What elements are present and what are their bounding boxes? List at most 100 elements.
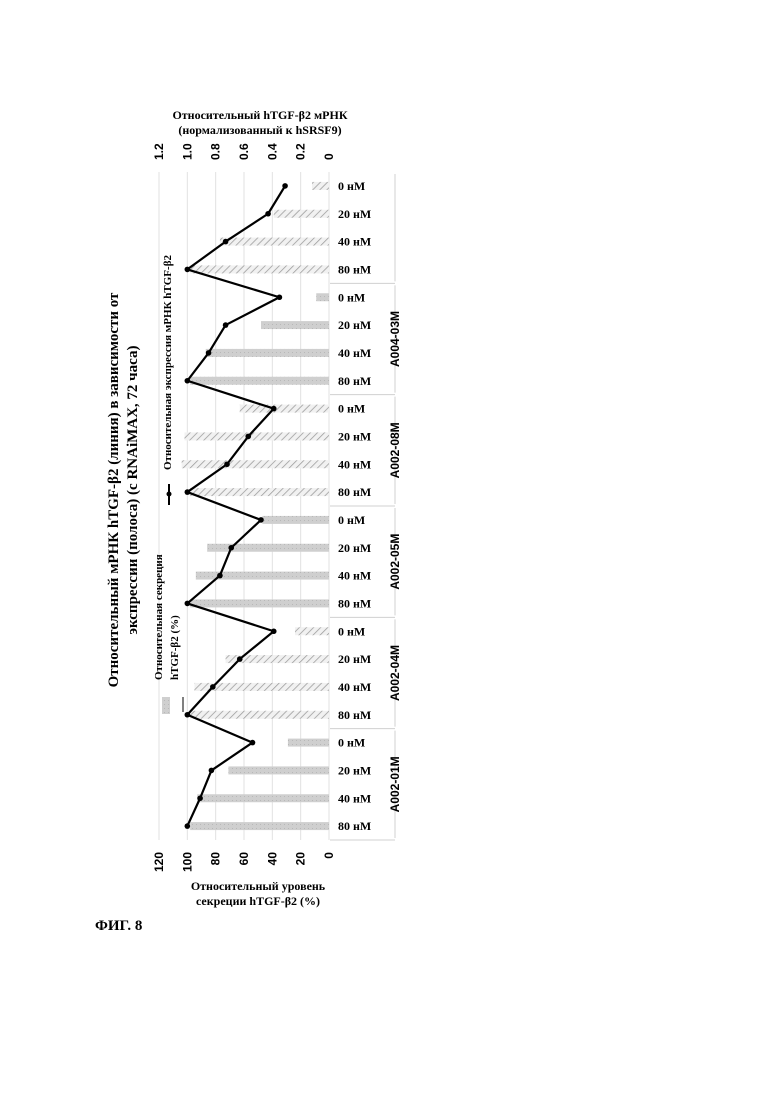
bar-axis-tick-label: 40 bbox=[265, 852, 279, 866]
bar bbox=[190, 822, 329, 830]
line-point bbox=[185, 489, 191, 495]
bar bbox=[240, 405, 329, 413]
bar-axis-tick-label: 20 bbox=[294, 852, 308, 866]
bar bbox=[190, 488, 329, 496]
concentration-label: 40 нМ bbox=[338, 569, 371, 583]
concentration-label: 40 нМ bbox=[338, 457, 371, 471]
line-point bbox=[209, 768, 215, 774]
bar bbox=[190, 265, 329, 273]
concentration-label: 40 нМ bbox=[338, 346, 371, 360]
line-point bbox=[223, 322, 229, 328]
legend-line-marker bbox=[167, 492, 172, 497]
concentration-label: 80 нМ bbox=[338, 485, 371, 499]
concentration-label: 20 нМ bbox=[338, 318, 371, 332]
line-point bbox=[185, 712, 191, 718]
group-label: A002-01M bbox=[388, 756, 402, 812]
line-point bbox=[185, 378, 191, 384]
line-axis-tick-label: 0 bbox=[322, 153, 336, 160]
concentration-label: 80 нМ bbox=[338, 374, 371, 388]
concentration-label: 80 нМ bbox=[338, 596, 371, 610]
concentration-label: 80 нМ bbox=[338, 708, 371, 722]
bar bbox=[295, 627, 329, 635]
concentration-label: 0 нМ bbox=[338, 624, 365, 638]
line-point bbox=[250, 740, 256, 746]
line-point bbox=[282, 183, 288, 189]
bar bbox=[312, 182, 329, 190]
line-axis-tick-label: 0.2 bbox=[294, 143, 308, 160]
concentration-label: 0 нМ bbox=[338, 402, 365, 416]
bar bbox=[207, 544, 329, 552]
bar bbox=[197, 794, 329, 802]
group-label: A002-04M bbox=[388, 645, 402, 701]
concentration-label: 20 нМ bbox=[338, 652, 371, 666]
legend-bar-label-line1: Относительная секреция bbox=[153, 554, 165, 680]
group-label: A002-08M bbox=[388, 422, 402, 478]
concentration-label: 0 нМ bbox=[338, 179, 365, 193]
line-point bbox=[228, 545, 234, 551]
chart-title-line1: Относительный мРНК hTGF-β2 (линия) в зав… bbox=[106, 292, 122, 687]
line-point bbox=[197, 795, 203, 801]
concentration-label: 40 нМ bbox=[338, 791, 371, 805]
bar-axis-tick-label: 80 bbox=[209, 852, 223, 866]
concentration-label: 40 нМ bbox=[338, 235, 371, 249]
concentration-label: 80 нМ bbox=[338, 819, 371, 833]
concentration-label: 20 нМ bbox=[338, 763, 371, 777]
bar-axis-tick-label: 100 bbox=[180, 852, 194, 872]
concentration-label: 20 нМ bbox=[338, 541, 371, 555]
line-axis-tick-label: 1.2 bbox=[152, 143, 166, 160]
bar-axis-tick-label: 0 bbox=[322, 852, 336, 859]
mrna-line bbox=[187, 186, 285, 826]
bar bbox=[261, 321, 329, 329]
line-point bbox=[224, 461, 230, 467]
bar bbox=[182, 460, 329, 468]
legend-bar-label-line2: hTGF-β2 (%) bbox=[169, 615, 181, 680]
bar bbox=[288, 739, 329, 747]
line-point bbox=[210, 684, 216, 690]
chart-title-line2: экспрессии (полоса) (с RNAiMAX, 72 часа) bbox=[125, 346, 141, 635]
concentration-label: 20 нМ bbox=[338, 207, 371, 221]
legend-line-label: Относительная экспрессия мРНК hTGF-β2 bbox=[162, 255, 174, 470]
bar bbox=[190, 711, 329, 719]
concentration-label: 0 нМ bbox=[338, 513, 365, 527]
bar bbox=[316, 293, 329, 301]
concentration-label: 0 нМ bbox=[338, 290, 365, 304]
line-point bbox=[265, 211, 271, 217]
line-point bbox=[185, 267, 191, 273]
bar-axis-tick-label: 60 bbox=[237, 852, 251, 866]
line-point bbox=[271, 406, 277, 412]
concentration-label: 0 нМ bbox=[338, 736, 365, 750]
bar bbox=[274, 210, 329, 218]
line-point bbox=[271, 628, 277, 634]
bar bbox=[190, 377, 329, 385]
group-label: A002-05M bbox=[388, 534, 402, 590]
bar bbox=[206, 349, 329, 357]
line-point bbox=[258, 517, 264, 523]
line-point bbox=[217, 573, 223, 579]
bar-axis-tick-label: 120 bbox=[152, 852, 166, 872]
line-axis-title-line1: Относительный hTGF-β2 мРНК bbox=[172, 108, 347, 122]
line-point bbox=[185, 601, 191, 607]
concentration-label: 40 нМ bbox=[338, 680, 371, 694]
bar bbox=[185, 432, 330, 440]
line-axis-title-line2: (нормализованный к hSRSF9) bbox=[178, 123, 341, 137]
legend-bar-swatch bbox=[162, 697, 170, 714]
concentration-label: 20 нМ bbox=[338, 429, 371, 443]
bar bbox=[228, 766, 329, 774]
line-point bbox=[223, 239, 229, 245]
line-axis-tick-label: 0.6 bbox=[237, 143, 251, 160]
line-point bbox=[237, 656, 243, 662]
line-axis-tick-label: 0.8 bbox=[209, 143, 223, 160]
line-axis-tick-label: 1.0 bbox=[180, 143, 194, 160]
bar bbox=[190, 599, 329, 607]
bar bbox=[220, 238, 329, 246]
bar-axis-title-line1: Относительный уровень bbox=[191, 879, 326, 893]
line-axis-tick-label: 0.4 bbox=[265, 143, 279, 160]
line-point bbox=[206, 350, 212, 356]
group-label: A004-03M bbox=[388, 311, 402, 367]
bar-series bbox=[182, 182, 329, 830]
line-point bbox=[185, 823, 191, 829]
bar bbox=[262, 516, 329, 524]
line-point bbox=[245, 434, 251, 440]
line-point bbox=[277, 294, 283, 300]
